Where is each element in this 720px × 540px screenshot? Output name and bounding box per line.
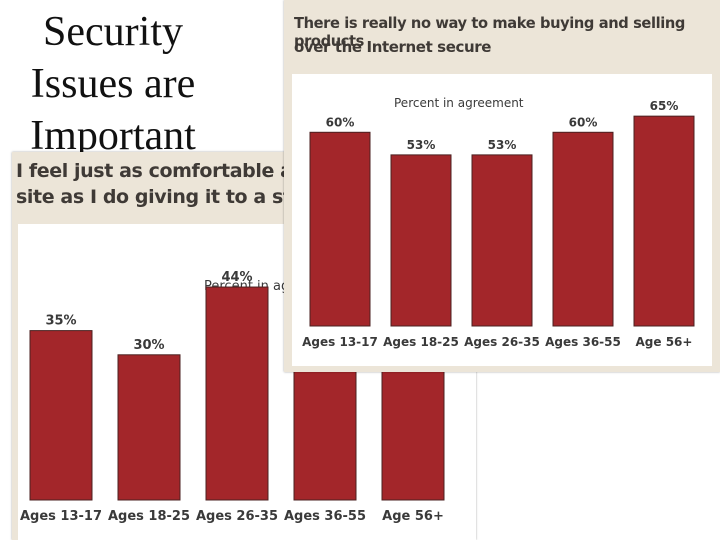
bar [552,131,614,327]
data-label: 65% [650,99,679,113]
chart-title-line-1: There is really no way to make buying an… [294,14,685,50]
x-tick-label: Ages 36-55 [545,335,621,349]
bar [471,154,533,327]
data-label: 53% [488,138,517,152]
bar [390,154,452,327]
data-label: 44% [221,270,252,285]
data-label: 53% [407,138,436,152]
x-tick-label: Ages 26-35 [464,335,540,349]
data-label: 60% [569,115,598,129]
bar [633,115,695,327]
bar [293,349,357,501]
data-label: 35% [45,314,76,329]
x-tick-label: Age 56+ [636,335,693,349]
x-tick-label: Ages 36-55 [284,509,366,524]
bar [29,330,93,501]
x-tick-label: Age 56+ [382,509,444,524]
x-tick-label: Ages 13-17 [302,335,378,349]
bar [381,349,445,501]
chart-subtitle: Percent in agreement [394,96,524,110]
x-tick-label: Ages 18-25 [108,509,190,524]
x-tick-label: Ages 18-25 [383,335,459,349]
bar [205,286,269,501]
bar [117,354,181,501]
x-tick-label: Ages 13-17 [20,509,102,524]
slide-title: Security Issues are Important [18,6,208,162]
slide-title-text: Security Issues are Important [30,9,196,159]
chart-title-line-2: over the Internet secure [294,38,492,56]
x-tick-label: Ages 26-35 [196,509,278,524]
bar [309,131,371,327]
chart-clipping-secure: There is really no way to make buying an… [284,0,720,372]
data-label: 30% [133,338,164,353]
bar-chart-secure: Percent in agreement 60% Ages 13-17 53% Ages… [302,96,695,349]
data-label: 60% [326,115,355,129]
